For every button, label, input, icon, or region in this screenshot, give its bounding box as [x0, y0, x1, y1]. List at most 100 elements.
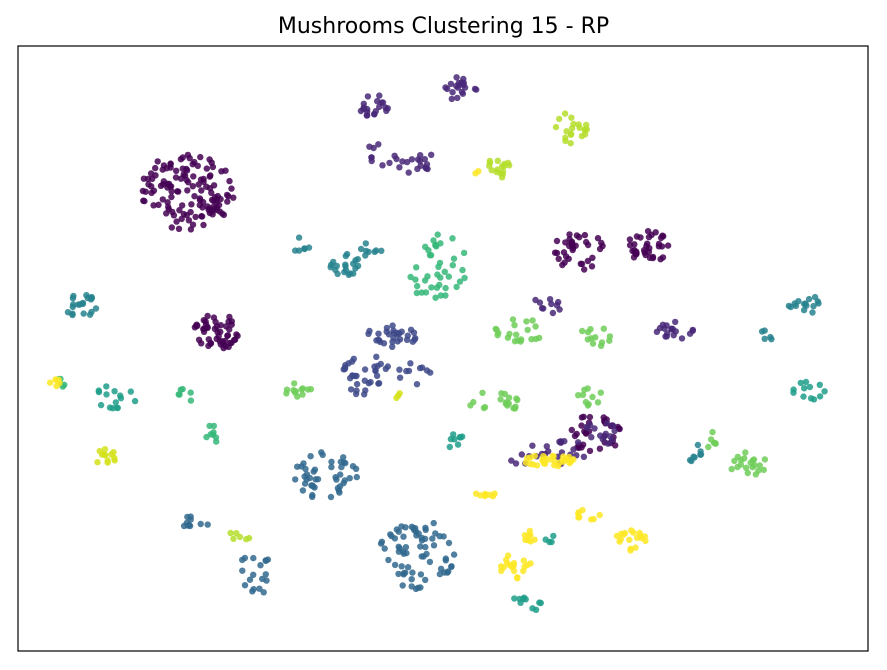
scatter-point [419, 364, 426, 371]
scatter-point [562, 134, 569, 141]
scatter-point [800, 306, 808, 314]
scatter-point [451, 436, 458, 443]
scatter-point [589, 254, 596, 261]
scatter-point [579, 327, 586, 335]
scatter-point [597, 389, 604, 396]
scatter-point [197, 153, 204, 161]
scatter-point [155, 201, 162, 208]
scatter-point [473, 86, 480, 93]
scatter-point [94, 459, 101, 466]
scatter-point [600, 325, 607, 332]
scatter-point [459, 266, 466, 274]
scatter-point [371, 111, 378, 118]
scatter-point [208, 189, 215, 196]
scatter-point [630, 254, 638, 261]
scatter-point [210, 422, 218, 430]
scatter-point [511, 405, 519, 412]
scatter-point [761, 456, 769, 463]
scatter-point [508, 457, 515, 464]
scatter-point [185, 179, 192, 186]
scatter-point [805, 295, 813, 303]
scatter-point [366, 143, 373, 150]
scatter-point [445, 273, 452, 280]
scatter-point [430, 542, 438, 549]
scatter-point [412, 276, 419, 283]
scatter-point [500, 564, 507, 571]
scatter-point [627, 545, 634, 552]
scatter-point [239, 556, 246, 564]
scatter-point [480, 404, 488, 412]
scatter-point [111, 388, 118, 395]
scatter-point [400, 570, 407, 577]
scatter-point [98, 451, 106, 458]
scatter-point [334, 485, 342, 492]
scatter-point [177, 386, 184, 393]
scatter-point [314, 476, 322, 483]
scatter-point [506, 330, 513, 338]
scatter-point [522, 536, 529, 544]
scatter-point [76, 301, 84, 308]
scatter-point [263, 577, 270, 584]
scatter-point [588, 434, 595, 441]
scatter-point [801, 385, 808, 392]
scatter-point [197, 520, 204, 528]
scatter-point [749, 464, 756, 471]
scatter-point [744, 469, 751, 477]
scatter-point [311, 466, 319, 473]
scatter-point [408, 523, 416, 530]
scatter-point [428, 151, 435, 158]
scatter-point [616, 425, 623, 433]
scatter-point [211, 325, 219, 332]
scatter-point [211, 194, 219, 201]
scatter-point [341, 477, 348, 484]
scatter-point [510, 562, 517, 569]
scatter-point [422, 243, 429, 250]
scatter-point [219, 210, 226, 217]
plot-area [17, 45, 869, 652]
scatter-point [92, 305, 100, 312]
scatter-point [557, 438, 564, 445]
scatter-point [112, 399, 120, 406]
scatter-point [55, 376, 62, 383]
scatter-point [212, 318, 219, 326]
scatter-point [46, 379, 54, 386]
scatter-point [111, 454, 118, 462]
scatter-point [168, 188, 175, 195]
scatter-point [184, 187, 191, 194]
scatter-point [150, 187, 158, 194]
scatter-point [178, 215, 185, 223]
scatter-point [498, 174, 506, 181]
scatter-point [641, 533, 649, 540]
scatter-point [448, 95, 455, 103]
scatter-point [114, 404, 122, 412]
scatter-point [396, 366, 403, 373]
scatter-point [350, 260, 357, 267]
scatter-point [417, 162, 424, 169]
scatter-point [584, 402, 592, 409]
scatter-point [494, 157, 501, 164]
scatter-point [546, 296, 554, 303]
scatter-point [802, 378, 810, 386]
scatter-point [191, 324, 199, 331]
scatter-point [584, 329, 592, 336]
scatter-point [566, 231, 573, 238]
scatter-point [103, 391, 110, 398]
scatter-point [816, 381, 823, 388]
scatter-point [512, 460, 520, 467]
scatter-point [192, 213, 199, 221]
scatter-point [520, 557, 527, 564]
scatter-point [337, 471, 344, 478]
scatter-point [413, 264, 420, 271]
scatter-point [410, 329, 418, 336]
scatter-point [306, 474, 313, 482]
scatter-point [384, 363, 391, 370]
scatter-point [482, 490, 489, 498]
scatter-point [168, 193, 175, 201]
scatter-point [697, 451, 704, 458]
scatter-point [375, 380, 383, 387]
scatter-point [609, 422, 617, 429]
scatter-point [632, 544, 639, 551]
scatter-point [405, 367, 413, 375]
scatter-point [575, 392, 582, 399]
scatter-point [413, 289, 420, 297]
